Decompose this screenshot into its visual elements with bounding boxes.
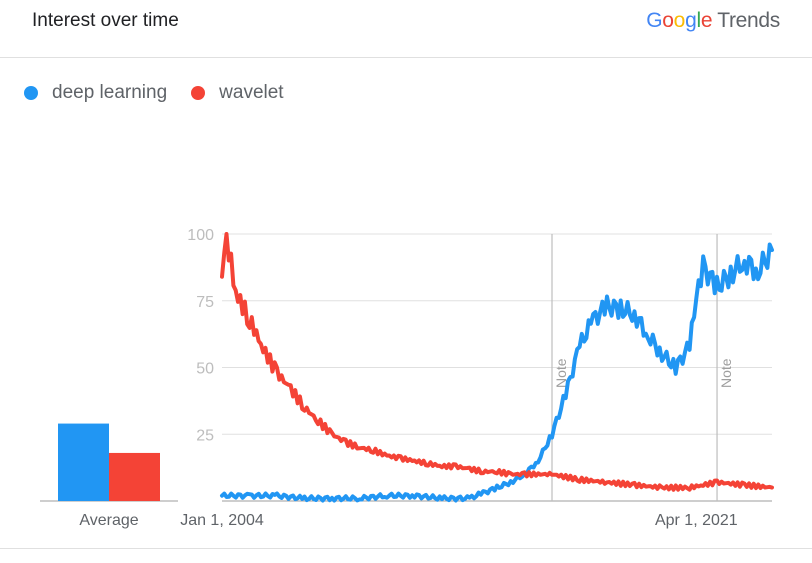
note-label: Note — [553, 358, 569, 388]
y-tick-label: 100 — [187, 227, 214, 244]
x-tick-label: Jan 1, 2004 — [180, 512, 264, 529]
legend: deep learning wavelet — [24, 82, 308, 104]
footer-divider — [0, 548, 812, 549]
logo-letter: g — [685, 9, 697, 32]
note-label: Note — [718, 358, 734, 388]
legend-label: wavelet — [219, 82, 284, 103]
average-bar-wavelet — [109, 452, 160, 501]
legend-dot-icon — [24, 86, 38, 100]
header: Interest over time Google Trends — [0, 0, 812, 58]
legend-label: deep learning — [52, 82, 168, 103]
x-tick-label: Apr 1, 2021 — [655, 512, 738, 529]
series-line-deep-learning — [220, 242, 774, 503]
logo-letter: o — [662, 9, 674, 32]
series-line-wavelet — [220, 232, 774, 492]
y-tick-label: 75 — [196, 294, 214, 311]
average-bar-deep-learning — [58, 423, 109, 501]
legend-item-wavelet[interactable]: wavelet — [191, 82, 284, 104]
logo-letter: G — [646, 9, 663, 32]
logo-trends-word: Trends — [717, 9, 780, 32]
logo-letter: l — [696, 9, 701, 32]
google-trends-logo[interactable]: Google Trends — [646, 9, 780, 33]
logo-letter: o — [673, 9, 686, 32]
logo-letter: e — [700, 9, 713, 32]
average-label: Average — [79, 512, 138, 529]
y-tick-label: 25 — [196, 427, 214, 444]
legend-dot-icon — [191, 86, 206, 100]
page-title: Interest over time — [32, 10, 179, 31]
y-tick-label: 50 — [196, 361, 214, 378]
legend-item-deep-learning[interactable]: deep learning — [24, 82, 167, 104]
